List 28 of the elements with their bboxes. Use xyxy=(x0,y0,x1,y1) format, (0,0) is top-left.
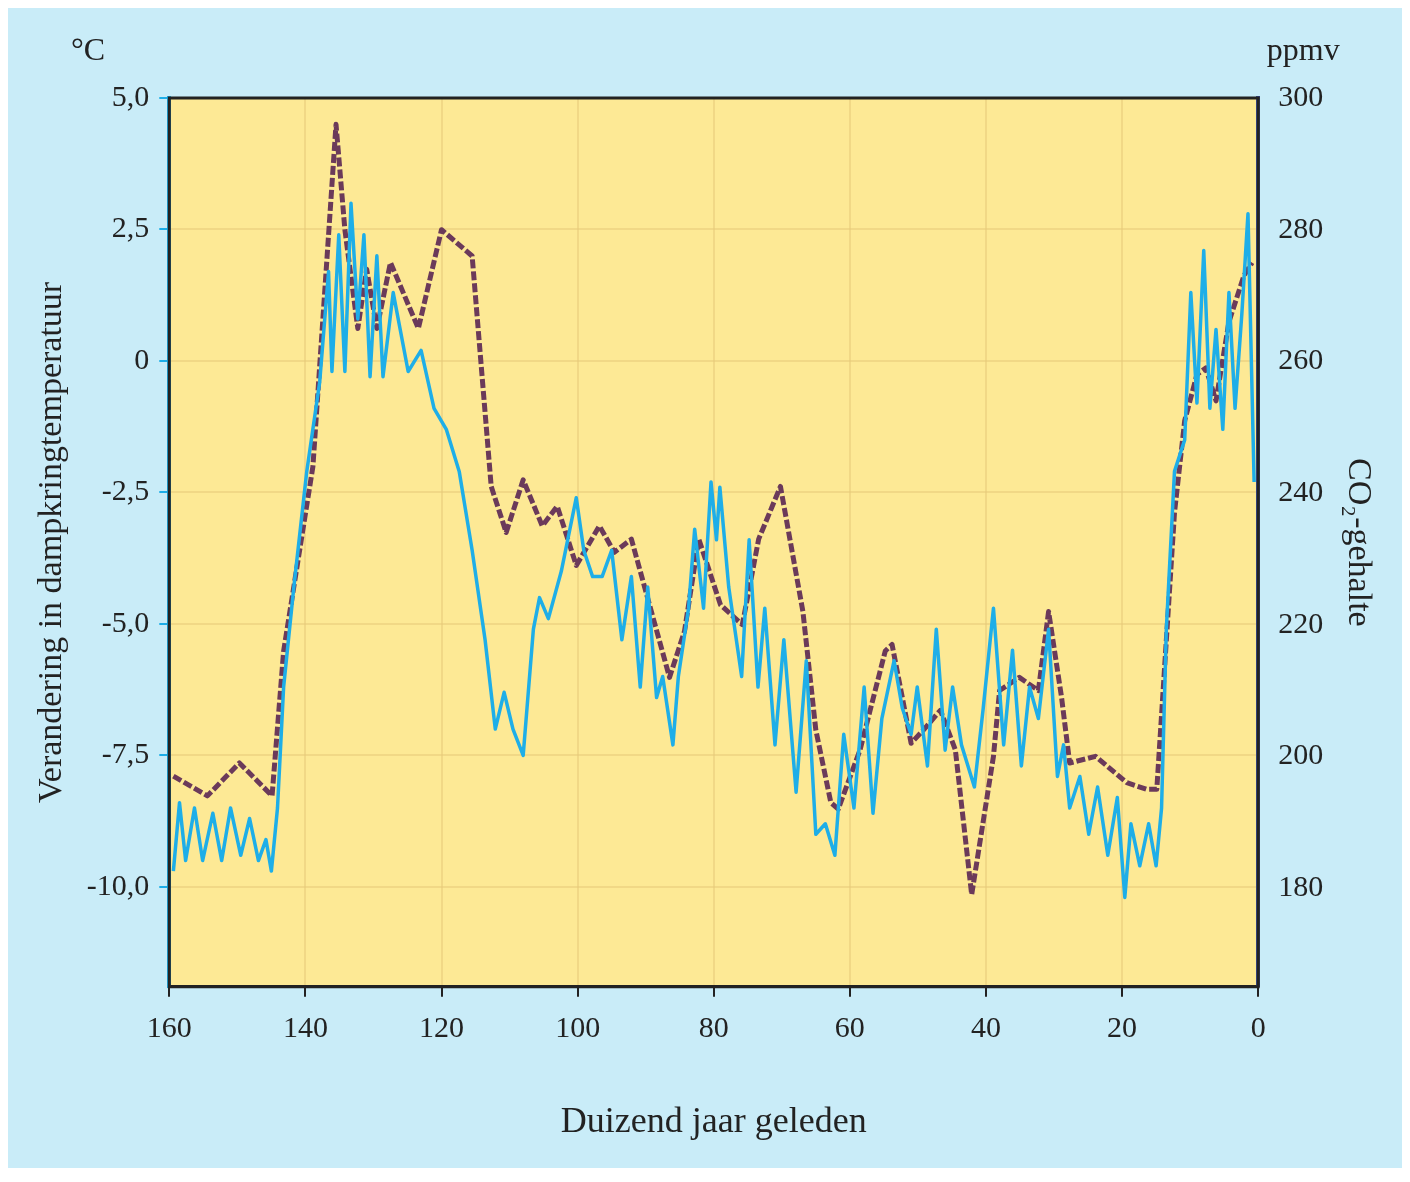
y-tick-label: 2,5 xyxy=(111,210,150,244)
y2-tick-label: 200 xyxy=(1278,737,1324,771)
y2-tick-label: 260 xyxy=(1278,342,1324,376)
x-tick-label: 20 xyxy=(1107,1009,1138,1043)
x-tick-label: 80 xyxy=(698,1009,729,1043)
y-tick-label: 5,0 xyxy=(111,78,150,112)
x-tick-label: 40 xyxy=(970,1009,1001,1043)
y2-tick-label: 240 xyxy=(1278,473,1324,507)
y2-tick-label: 280 xyxy=(1278,210,1324,244)
y-tick-label: -7,5 xyxy=(101,736,150,770)
y2-axis-title: CO₂-gehalte xyxy=(1341,458,1379,627)
x-tick-label: 160 xyxy=(146,1009,192,1043)
y2-tick-label: 220 xyxy=(1278,605,1324,639)
text: °C xyxy=(70,31,106,68)
x-tick-label: 100 xyxy=(555,1009,601,1043)
x-tick-label: 0 xyxy=(1250,1009,1266,1043)
x-tick-label: 140 xyxy=(282,1009,328,1043)
y2-tick-label: 300 xyxy=(1278,78,1324,112)
y-tick-label: 0 xyxy=(134,341,150,375)
x-tick-label: 120 xyxy=(419,1009,465,1043)
text: ppmv xyxy=(1266,31,1340,68)
y-tick-label: -10,0 xyxy=(86,867,150,901)
y-axis-title: Verandering in dampkringtemperatuur xyxy=(31,281,69,803)
y-tick-label: -2,5 xyxy=(101,473,150,507)
y2-tick-label: 180 xyxy=(1278,868,1324,902)
y-tick-label: -5,0 xyxy=(101,604,150,638)
x-axis-title: Duizend jaar geleden xyxy=(560,1099,867,1140)
x-tick-label: 60 xyxy=(834,1009,865,1043)
